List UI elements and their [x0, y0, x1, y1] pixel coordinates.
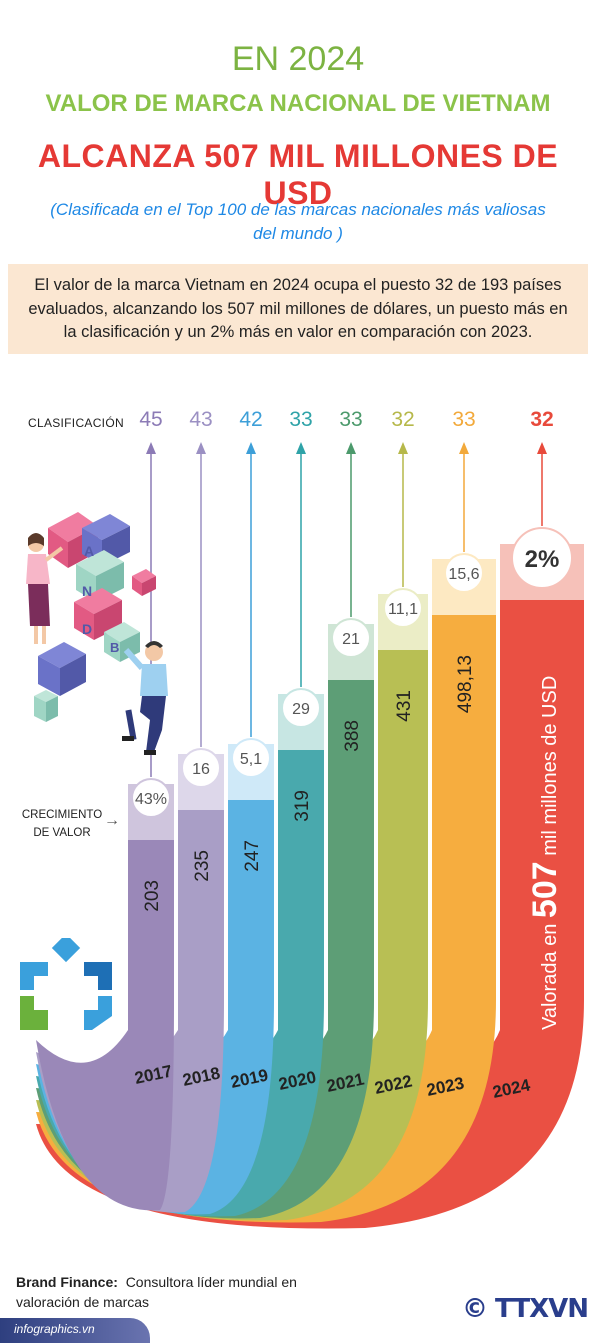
- highlight-text: Valorada en 507 mil millones de USD: [526, 676, 564, 1030]
- summary-box: El valor de la marca Vietnam en 2024 ocu…: [8, 264, 588, 354]
- people-blocks-illustration: A N D B: [26, 512, 168, 755]
- value-label-2017: 203: [142, 880, 163, 912]
- summary-text: El valor de la marca Vietnam en 2024 ocu…: [28, 276, 568, 341]
- growth-circle-2021: [331, 618, 371, 658]
- svg-text:A: A: [84, 543, 94, 559]
- growth-circle-2017: [131, 778, 171, 818]
- svg-text:D: D: [82, 621, 92, 637]
- rank-arrowhead-2019: [246, 442, 256, 454]
- rank-2019: 42: [239, 408, 262, 431]
- rank-arrowhead-2024: [537, 442, 547, 454]
- growth-label: CRECIMIENTO DE VALOR: [21, 809, 103, 839]
- rank-2021: 33: [339, 408, 362, 431]
- highlight-value: 507: [526, 861, 564, 918]
- value-label-2018: 235: [192, 850, 213, 882]
- header-year: EN 2024: [231, 40, 365, 78]
- growth-label-2021: 21: [342, 631, 360, 648]
- svg-text:B: B: [110, 640, 119, 655]
- growth-circle-2022: [383, 588, 423, 628]
- header-note: (Clasificada en el Top 100 de las marcas…: [50, 200, 546, 243]
- growth-circle-2024: [511, 527, 573, 589]
- source-desc: Consultora líder mundial en valoración d…: [16, 1274, 297, 1310]
- footer-url: infographics.vn: [14, 1322, 95, 1336]
- growth-label-2018: 16: [192, 761, 210, 778]
- rank-arrowhead-2017: [146, 442, 156, 454]
- growth-circle-2019: [231, 738, 271, 778]
- header-subtitle: VALOR DE MARCA NACIONAL DE VIETNAM: [45, 90, 551, 117]
- value-label-2021: 388: [342, 720, 363, 752]
- rank-2024: 32: [530, 408, 553, 431]
- arrow-right-icon: →: [104, 812, 120, 829]
- value-label-2023: 498,13: [455, 655, 476, 713]
- year-arcs: 2%32202415,633498,13202311,1324312022213…: [36, 408, 584, 1229]
- value-label-2020: 319: [292, 790, 313, 822]
- rank-2022: 32: [391, 408, 414, 431]
- rank-arrowhead-2018: [196, 442, 206, 454]
- rank-arrowhead-2020: [296, 442, 306, 454]
- source-note: Brand Finance: Consultora líder mundial …: [16, 1272, 356, 1312]
- rank-2020: 33: [289, 408, 312, 431]
- rank-arrowhead-2022: [398, 442, 408, 454]
- rank-arrowhead-2023: [459, 442, 469, 454]
- growth-label-2020: 29: [292, 701, 310, 718]
- growth-label-2023: 15,6: [448, 566, 479, 583]
- agency-logo: © TTXVN: [462, 1294, 589, 1324]
- growth-circle-2018: [181, 748, 221, 788]
- source-name: Brand Finance:: [16, 1274, 118, 1290]
- rank-2018: 43: [189, 408, 212, 431]
- rank-arrowhead-2021: [346, 442, 356, 454]
- growth-label-2022: 11,1: [388, 601, 418, 618]
- value-label-2019: 247: [242, 840, 263, 872]
- bar-2017: [36, 840, 174, 1211]
- rank-2017: 45: [139, 408, 162, 431]
- growth-label-2017: 43%: [135, 791, 167, 808]
- rank-2023: 33: [452, 408, 475, 431]
- highlight-prefix: Valorada en: [539, 918, 561, 1030]
- highlight-suffix: mil millones de USD: [539, 676, 561, 862]
- growth-label-2024: 2%: [525, 546, 560, 573]
- brand-logo: [20, 938, 112, 1030]
- ranking-label: CLASIFICACIÓN: [28, 416, 124, 430]
- growth-circle-2023: [444, 553, 484, 593]
- header-title: ALCANZA 507 MIL MILLONES DE USD: [37, 138, 559, 211]
- growth-circle-2020: [281, 688, 321, 728]
- footer-band: [0, 1318, 150, 1343]
- brand-value-chart: 2%32202415,633498,13202311,1324312022213…: [26, 408, 584, 1229]
- growth-label-2019: 5,1: [240, 751, 262, 768]
- svg-text:N: N: [82, 583, 92, 599]
- value-label-2022: 431: [394, 690, 415, 722]
